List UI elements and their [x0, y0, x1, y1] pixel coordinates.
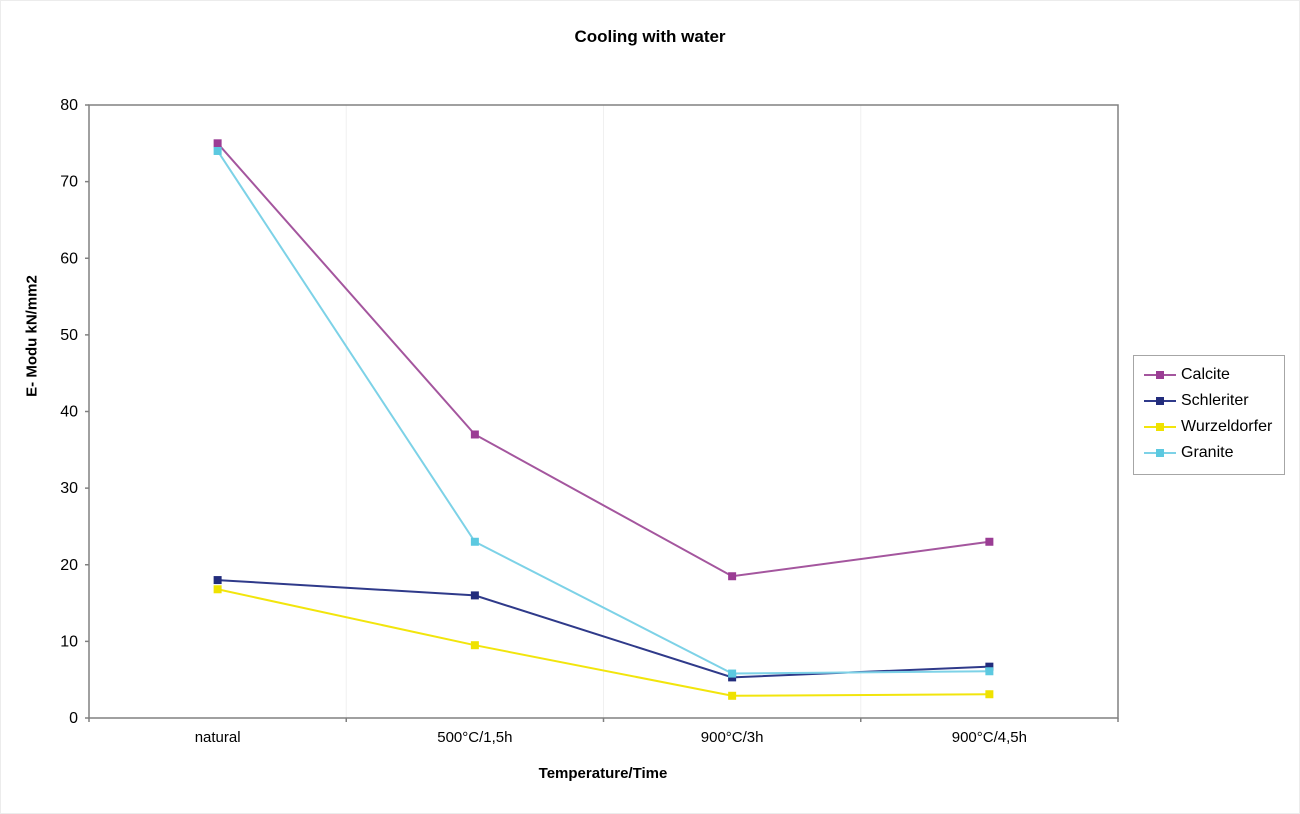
- data-point-marker: [728, 669, 737, 678]
- legend-sample: [1144, 448, 1176, 458]
- legend-item: Granite: [1144, 443, 1280, 463]
- data-point-marker: [470, 430, 479, 439]
- x-tick-label: 500°C/1,5h: [437, 729, 512, 746]
- legend-label: Wurzeldorfer: [1181, 418, 1273, 435]
- y-tick-label: 10: [60, 633, 78, 650]
- x-tick-label: 900°C/4,5h: [952, 729, 1027, 746]
- y-tick-label: 60: [60, 250, 78, 267]
- chart-title: Cooling with water: [574, 27, 726, 46]
- y-tick-label: 0: [69, 710, 78, 727]
- legend-label: Calcite: [1181, 366, 1230, 383]
- series-line-calcite: [216, 142, 990, 578]
- legend-sample: [1144, 422, 1176, 432]
- legend-sample: [1144, 396, 1176, 406]
- data-point-marker: [728, 691, 737, 700]
- y-tick-label: 20: [60, 557, 78, 574]
- y-tick-label: 80: [60, 97, 78, 114]
- data-point-marker: [213, 139, 222, 148]
- x-tick-label: natural: [195, 729, 241, 746]
- legend: Calcite Schleriter Wurzeldorfer Granite: [1133, 355, 1285, 475]
- x-tick-label: 900°C/3h: [701, 729, 764, 746]
- legend-marker-icon: [1156, 397, 1164, 405]
- data-point-marker: [213, 585, 222, 594]
- legend-item: Schleriter: [1144, 391, 1280, 411]
- data-point-marker: [985, 537, 994, 546]
- series-line-wurzeldorfer: [217, 588, 990, 697]
- data-point-marker: [985, 690, 994, 699]
- series-line-granite: [216, 150, 990, 675]
- y-tick-label: 50: [60, 327, 78, 344]
- legend-marker-icon: [1156, 423, 1164, 431]
- legend-marker-icon: [1156, 371, 1164, 379]
- y-tick-label: 70: [60, 174, 78, 191]
- legend-marker-icon: [1156, 449, 1164, 457]
- legend-item: Wurzeldorfer: [1144, 417, 1280, 437]
- data-point-marker: [470, 641, 479, 650]
- data-point-marker: [728, 572, 737, 581]
- legend-label: Granite: [1181, 444, 1234, 461]
- legend-sample: [1144, 370, 1176, 380]
- y-tick-label: 40: [60, 404, 78, 421]
- data-point-marker: [470, 537, 479, 546]
- data-point-marker: [985, 667, 994, 676]
- data-point-marker: [470, 591, 479, 600]
- y-tick-label: 30: [60, 480, 78, 497]
- data-point-marker: [213, 576, 222, 585]
- legend-label: Schleriter: [1181, 392, 1249, 409]
- legend-item: Calcite: [1144, 365, 1280, 385]
- data-point-marker: [213, 146, 222, 155]
- x-axis-title: Temperature/Time: [538, 765, 668, 782]
